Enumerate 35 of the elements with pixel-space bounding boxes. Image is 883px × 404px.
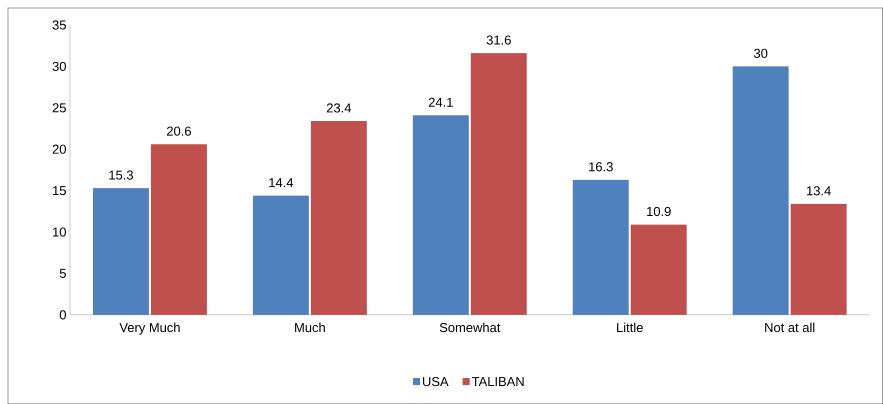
bar: [252, 195, 309, 315]
data-label: 13.4: [807, 186, 831, 196]
bar: [630, 224, 687, 315]
data-label: 10.9: [647, 206, 671, 216]
bar: [150, 144, 207, 315]
data-label: 30: [754, 48, 768, 58]
legend-label: TALIBAN: [472, 376, 524, 386]
y-tick-label: 20: [52, 144, 66, 154]
data-label: 24.1: [428, 98, 453, 107]
data-label: 23.4: [326, 103, 352, 112]
y-tick-label: 10: [53, 227, 66, 237]
data-label: 16.3: [589, 162, 613, 172]
y-tick-label: 0: [60, 310, 66, 320]
data-label: 15.3: [109, 170, 133, 180]
bar: [572, 180, 629, 315]
bar: [412, 115, 469, 315]
y-tick-label: 35: [52, 20, 66, 30]
bar: [790, 204, 847, 315]
x-tick-label: Much: [295, 322, 325, 332]
y-tick-label: 5: [60, 268, 66, 278]
y-tick-label: 30: [52, 62, 66, 71]
y-tick-label: 25: [52, 103, 66, 112]
x-tick-label: Not at all: [765, 322, 814, 332]
data-label: 20.6: [166, 126, 191, 136]
bar: [470, 53, 527, 315]
x-tick-label: Little: [617, 322, 643, 332]
data-label: 31.6: [486, 35, 511, 45]
y-tick-label: 15: [53, 186, 66, 196]
x-tick-label: Very Much: [119, 322, 180, 335]
bar: [92, 188, 149, 315]
data-label: 14.4: [269, 178, 294, 187]
x-tick-label: Somewhat: [440, 322, 500, 332]
legend-label: USA: [423, 376, 449, 386]
bar: [310, 120, 367, 315]
bar: [732, 66, 789, 315]
